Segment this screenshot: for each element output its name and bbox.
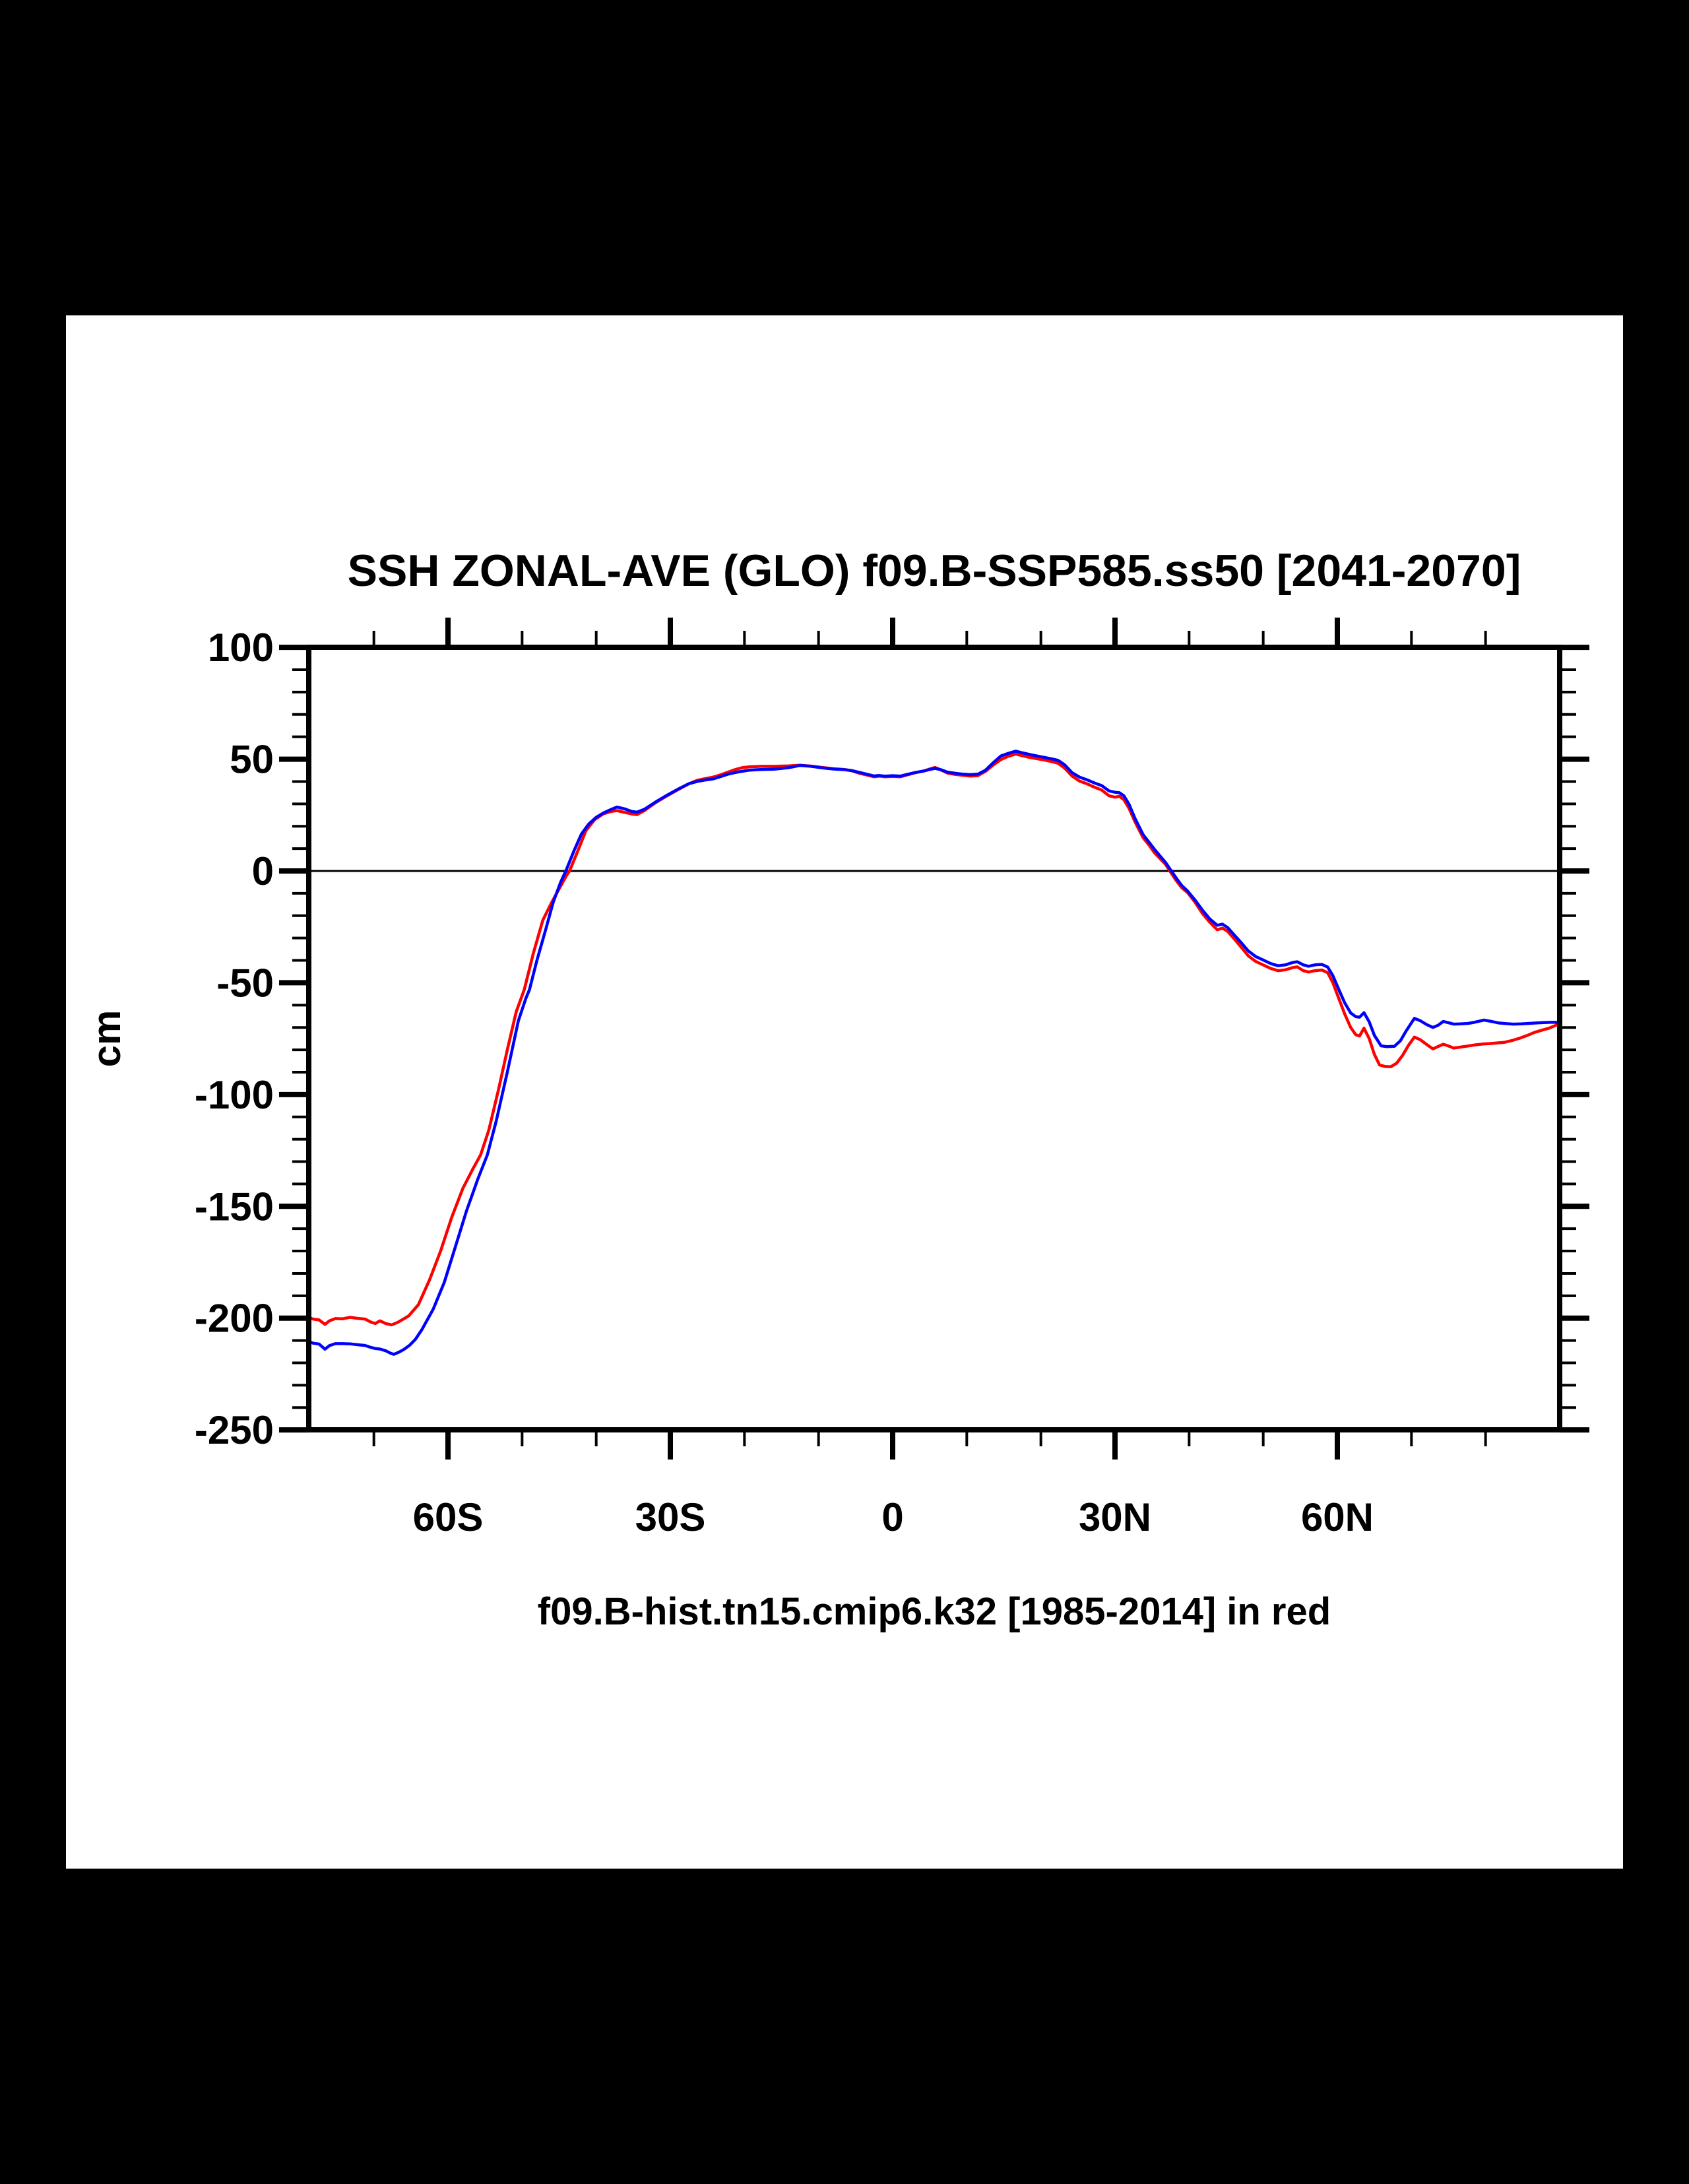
x-tick-label-30S: 30S [635, 1495, 706, 1539]
y-tick-label-100: 100 [208, 626, 274, 670]
plot-frame [306, 645, 1562, 1432]
axis-ticks [279, 618, 1589, 1460]
x-tick-label-60N: 60N [1301, 1495, 1374, 1539]
y-tick-label--250: -250 [195, 1408, 274, 1452]
y-axis-unit-label: cm [84, 1010, 129, 1068]
plot-paper [66, 315, 1623, 1869]
y-tick-label--100: -100 [195, 1073, 274, 1117]
axis-tick-labels: 60S 30S 0 30N 60N 100 50 0 -50 -100 -150 -200 -250 [195, 626, 1374, 1539]
chart-caption: f09.B-hist.tn15.cmip6.k32 [1985-2014] in… [538, 1590, 1331, 1633]
y-tick-label--200: -200 [195, 1297, 274, 1341]
y-tick-label--150: -150 [195, 1184, 274, 1229]
y-tick-label--50: -50 [216, 961, 274, 1005]
scenario-blue-line [307, 750, 1562, 1356]
chart-title: SSH ZONAL-AVE (GLO) f09.B-SSP585.ss50 [2… [348, 546, 1521, 596]
y-tick-label-0: 0 [252, 849, 274, 893]
y-tick-label-50: 50 [230, 738, 274, 782]
x-tick-label-30N: 30N [1079, 1495, 1151, 1539]
x-tick-label-0: 0 [881, 1495, 903, 1539]
x-tick-label-60S: 60S [413, 1495, 484, 1539]
historical-red-line [307, 752, 1562, 1327]
